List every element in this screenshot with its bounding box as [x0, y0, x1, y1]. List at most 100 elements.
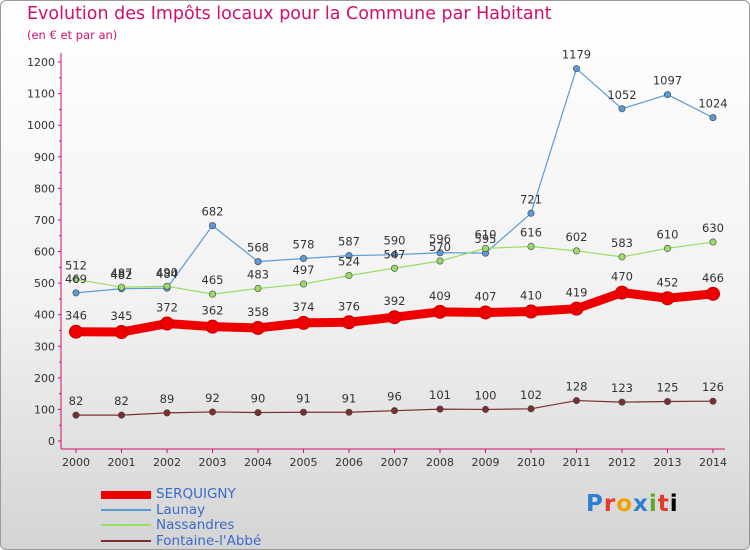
data-label: 346 — [65, 309, 87, 323]
data-label: 466 — [702, 271, 724, 285]
data-label: 82 — [114, 394, 129, 408]
x-tick-label: 2000 — [62, 456, 90, 469]
data-label: 602 — [566, 230, 588, 244]
chart-title: Evolution des Impôts locaux pour la Comm… — [27, 4, 552, 24]
data-label: 512 — [65, 258, 87, 272]
data-point — [436, 257, 444, 265]
data-label: 578 — [293, 237, 315, 251]
data-label: 90 — [251, 392, 266, 406]
data-label: 419 — [566, 286, 588, 300]
data-point — [72, 289, 80, 297]
data-point — [527, 209, 535, 217]
data-label: 721 — [520, 192, 542, 206]
data-label: 1052 — [607, 88, 636, 102]
x-tick-label: 2006 — [335, 456, 363, 469]
x-tick-label: 2009 — [472, 456, 500, 469]
data-label: 524 — [338, 255, 360, 269]
legend-label: Fontaine-l'Abbé — [156, 532, 262, 549]
data-label: 470 — [611, 270, 633, 284]
y-tick-label: 300 — [34, 340, 55, 353]
data-label: 123 — [611, 381, 633, 395]
legend-label: Nassandres — [156, 517, 235, 533]
data-point — [433, 304, 447, 319]
data-point — [118, 411, 126, 419]
data-point — [160, 316, 174, 331]
data-point — [663, 91, 671, 99]
data-label: 596 — [429, 232, 451, 246]
data-point — [572, 247, 580, 255]
y-tick-label: 700 — [34, 214, 55, 227]
data-label: 409 — [429, 289, 451, 303]
data-label: 376 — [338, 299, 360, 313]
data-point — [527, 405, 535, 413]
data-label: 465 — [202, 273, 224, 287]
data-point — [209, 408, 217, 416]
x-tick-label: 2008 — [426, 456, 454, 469]
y-tick-label: 1000 — [27, 119, 55, 132]
data-label: 126 — [702, 380, 724, 394]
y-tick-label: 100 — [34, 403, 55, 416]
x-tick-label: 2001 — [108, 456, 136, 469]
proxiti-logo: Proxiti — [586, 491, 679, 517]
x-tick-label: 2013 — [654, 456, 682, 469]
data-point — [706, 286, 720, 301]
y-tick-label: 800 — [34, 182, 55, 195]
data-label: 100 — [475, 388, 497, 402]
data-label: 610 — [475, 227, 497, 241]
data-point — [163, 282, 171, 290]
data-label: 125 — [657, 381, 679, 395]
data-point — [72, 411, 80, 419]
data-point — [390, 407, 398, 415]
data-label: 96 — [387, 390, 402, 404]
y-tick-label: 200 — [34, 372, 55, 385]
data-point — [524, 304, 538, 319]
data-point — [345, 252, 353, 260]
data-label: 374 — [293, 300, 315, 314]
data-point — [251, 320, 265, 335]
data-label: 358 — [247, 305, 269, 319]
data-label: 484 — [156, 267, 178, 281]
data-label: 630 — [702, 221, 724, 235]
data-label: 345 — [111, 309, 133, 323]
data-label: 92 — [205, 391, 220, 405]
x-tick-label: 2003 — [199, 456, 227, 469]
data-point — [254, 409, 262, 417]
data-point — [660, 291, 675, 306]
data-point — [69, 324, 83, 339]
chart-subtitle: (en € et par an) — [27, 28, 118, 42]
legend-label: SERQUIGNY — [156, 486, 236, 502]
legend-label: Launay — [156, 501, 206, 518]
data-point — [663, 398, 671, 406]
legend-swatch-launay — [101, 508, 151, 511]
data-point — [205, 319, 220, 334]
data-point — [709, 114, 717, 122]
data-point — [209, 222, 217, 230]
data-label: 487 — [111, 266, 133, 280]
y-tick-label: 600 — [34, 246, 55, 259]
data-label: 1097 — [653, 74, 682, 88]
data-point — [481, 244, 489, 252]
data-point — [345, 408, 353, 416]
data-label: 1024 — [698, 97, 727, 111]
data-label: 102 — [520, 388, 542, 402]
data-point — [436, 249, 444, 257]
data-label: 587 — [338, 235, 360, 249]
data-point — [296, 315, 311, 330]
y-tick-label: 0 — [48, 435, 55, 448]
data-point — [345, 272, 353, 280]
data-label: 1179 — [562, 48, 591, 62]
data-label: 101 — [429, 388, 451, 402]
legend-swatch-fontaine — [101, 539, 151, 542]
data-point — [572, 397, 580, 405]
x-tick-label: 2002 — [153, 456, 181, 469]
data-label: 469 — [65, 272, 87, 286]
data-label: 547 — [384, 247, 406, 261]
data-point — [299, 254, 307, 262]
y-tick-label: 1200 — [27, 56, 55, 69]
data-point — [709, 238, 717, 246]
data-point — [615, 285, 629, 300]
data-point — [209, 290, 217, 298]
data-label: 410 — [520, 289, 542, 303]
data-label: 497 — [293, 263, 315, 277]
